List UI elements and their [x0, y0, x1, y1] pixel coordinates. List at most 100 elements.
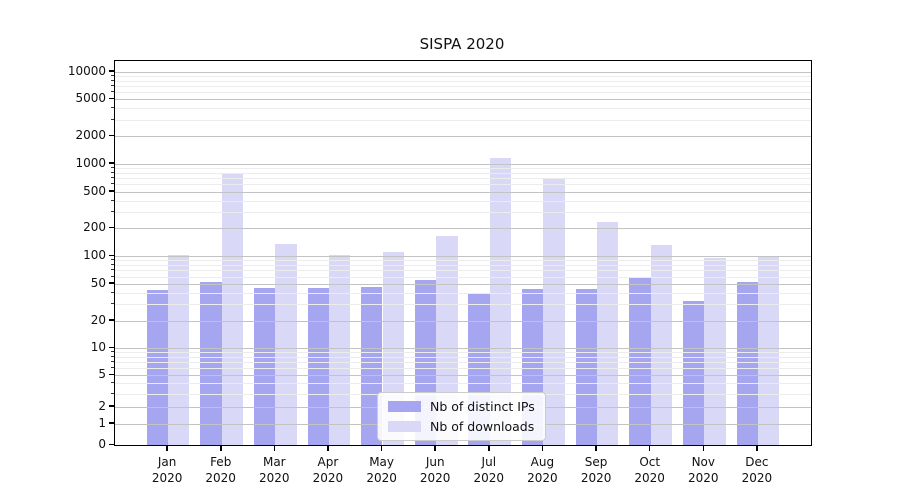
gridline-900: [115, 168, 811, 170]
bar-downloads-aug: [543, 179, 565, 445]
gridline-4000: [115, 108, 811, 110]
y-minor-tick-mark: [111, 199, 114, 201]
gridline-60: [115, 276, 811, 278]
x-tick-year: 2020: [205, 471, 236, 485]
gridline-40: [115, 292, 811, 294]
bar-downloads-jan: [168, 255, 190, 445]
x-tick-year: 2020: [419, 471, 451, 485]
y-tick-mark: [109, 346, 114, 349]
x-tick-year: 2020: [527, 471, 558, 485]
bar-distinct-ips-oct: [629, 278, 651, 445]
gridline-4: [115, 383, 811, 385]
gridline-2000: [115, 136, 811, 137]
x-tick-label-nov: Nov 2020: [673, 454, 733, 486]
gridline-7000: [115, 85, 811, 87]
bar-downloads-oct: [650, 245, 673, 445]
y-minor-tick-mark: [111, 264, 114, 266]
y-tick-label: 5000: [75, 91, 106, 106]
gridline-600: [115, 184, 811, 186]
y-minor-tick-mark: [111, 107, 114, 109]
y-minor-tick-mark: [111, 167, 114, 169]
legend-swatch: [388, 421, 421, 432]
y-minor-tick-mark: [111, 351, 114, 353]
gridline-10: [115, 348, 811, 350]
x-tick-month: Aug: [530, 455, 555, 469]
y-tick-label: 1: [98, 415, 106, 430]
grid-layer: [115, 61, 811, 445]
x-tick-mark: [166, 445, 168, 451]
x-tick-mark: [541, 445, 544, 451]
y-minor-tick-mark: [111, 303, 114, 305]
x-tick-year: 2020: [580, 471, 612, 485]
legend-label: Nb of distinct IPs: [430, 399, 535, 414]
gridline-70: [115, 270, 811, 272]
gridline-8: [115, 356, 811, 358]
y-tick-label: 100: [83, 248, 106, 263]
bar-distinct-ips-apr: [307, 288, 329, 445]
x-tick-label-feb: Feb 2020: [191, 454, 251, 486]
y-tick-label: 2000: [75, 128, 106, 142]
legend-swatch: [388, 401, 421, 412]
y-tick-mark: [109, 254, 114, 257]
gridline-6: [115, 368, 811, 370]
y-tick-label: 20: [90, 312, 106, 327]
bar-distinct-ips-dec: [736, 282, 758, 445]
x-tick-month: Jun: [425, 455, 445, 469]
bar-downloads-dec: [757, 255, 780, 445]
y-minor-tick-mark: [111, 79, 114, 81]
x-tick-mark: [327, 445, 329, 451]
x-tick-year: 2020: [366, 471, 397, 485]
bar-downloads-sep: [597, 221, 619, 445]
x-tick-label-apr: Apr 2020: [298, 454, 358, 486]
x-tick-month: Feb: [210, 455, 232, 469]
legend-entry: Nb of distinct IPs: [388, 399, 535, 414]
y-tick-mark: [109, 319, 114, 321]
x-tick-label-oct: Oct 2020: [620, 454, 680, 486]
bar-downloads-apr: [328, 254, 351, 445]
y-tick-label: 50: [90, 275, 106, 290]
y-minor-tick-mark: [111, 392, 114, 394]
gridline-5000: [115, 99, 811, 101]
legend-label: Nb of downloads: [430, 419, 535, 434]
x-tick-year: 2020: [151, 471, 183, 485]
gridline-90: [115, 260, 811, 262]
x-tick-mark: [756, 445, 758, 451]
x-tick-year: 2020: [741, 471, 773, 485]
y-minor-tick-mark: [111, 275, 114, 277]
y-minor-tick-mark: [111, 118, 114, 120]
gridline-1000: [115, 163, 811, 165]
y-tick-label: 0: [98, 437, 106, 451]
y-tick-mark: [109, 190, 114, 192]
gridline-700: [115, 178, 811, 180]
y-tick-mark: [109, 226, 114, 229]
gridline-100: [115, 256, 811, 258]
x-tick-label-aug: Aug 2020: [512, 454, 572, 486]
gridline-80: [115, 265, 811, 267]
x-tick-month: Jan: [157, 455, 177, 469]
gridline-9: [115, 352, 811, 354]
y-minor-tick-mark: [111, 74, 114, 76]
y-tick-label: 500: [83, 183, 106, 198]
gridline-50: [115, 283, 811, 285]
y-minor-tick-mark: [111, 211, 114, 213]
gridline-6000: [115, 92, 811, 93]
legend-entry: Nb of downloads: [388, 419, 535, 434]
y-tick-label: 10: [90, 340, 106, 355]
gridline-5: [115, 375, 811, 376]
y-tick-label: 200: [83, 220, 106, 235]
x-tick-year: 2020: [634, 471, 665, 485]
y-minor-tick-mark: [111, 355, 114, 357]
y-tick-mark: [109, 373, 114, 375]
x-tick-mark: [220, 445, 222, 451]
x-tick-mark: [595, 445, 597, 451]
gridline-800: [115, 172, 811, 174]
x-tick-year: 2020: [312, 471, 344, 485]
chart-title: SISPA 2020: [419, 35, 505, 53]
x-tick-mark: [488, 445, 490, 451]
y-tick-mark: [109, 282, 114, 284]
y-minor-tick-mark: [111, 84, 114, 86]
y-tick-mark: [109, 70, 114, 72]
y-minor-tick-mark: [111, 291, 114, 293]
x-tick-month: Dec: [745, 455, 769, 469]
legend: Nb of distinct IPs Nb of downloads: [377, 392, 546, 441]
